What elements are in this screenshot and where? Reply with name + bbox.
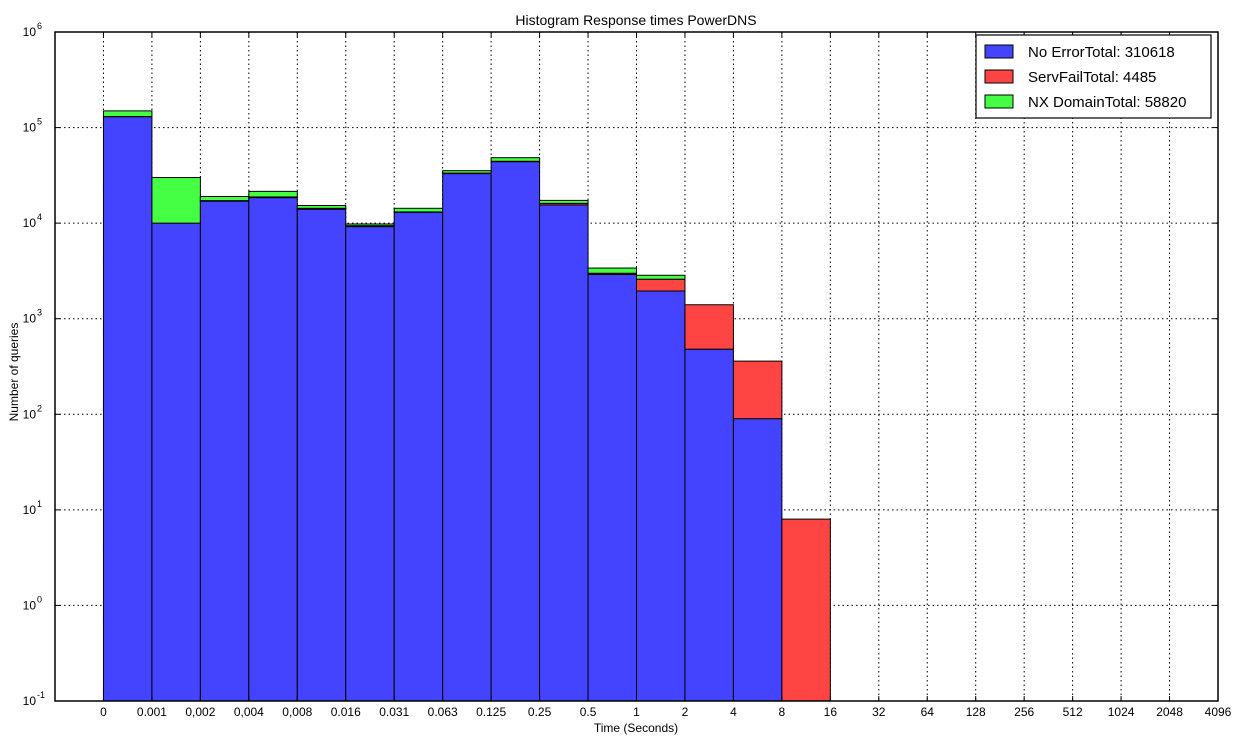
bar-no-error [199,200,250,702]
x-tick-label: 4 [730,705,737,719]
x-tick-label: 2048 [1156,705,1183,719]
x-tick-label: 32 [872,705,886,719]
x-axis-label: Time (Seconds) [594,721,678,735]
bar-nx-domain [102,110,153,118]
y-tick-exponent: 2 [37,403,42,413]
bar-no-error [490,161,541,702]
bar-no-error [442,173,492,702]
x-tick-label: 8 [779,705,786,719]
bar-no-error [393,211,444,702]
bar-nx-domain [393,207,444,213]
bar-nx-domain [199,196,250,202]
x-tick-label: 16 [824,705,838,719]
x-tick-label: 0.016 [331,705,361,719]
bar-no-error [151,222,201,702]
y-tick-label: 10 [23,407,37,421]
x-tick-label: 4096 [1205,705,1232,719]
x-tick-label: 1024 [1108,705,1135,719]
x-tick-label: 0 [100,705,107,719]
y-tick-exponent: 0 [37,594,42,604]
bar-servfail [684,304,734,350]
y-tick-label: 10 [23,216,37,230]
x-tick-label: 1 [633,705,640,719]
bar-no-error [587,274,638,702]
x-tick-label: 0.031 [379,705,409,719]
bar-nx-domain [296,204,347,209]
y-tick-exponent: 1 [37,499,42,509]
y-tick-exponent: 4 [37,212,42,222]
x-tick-label: 64 [921,705,935,719]
bar-no-error [539,204,589,702]
bar-servfail [636,278,686,292]
bar-no-error [345,226,395,702]
x-tick-label: 0,004 [234,705,264,719]
x-tick-label: 0.125 [476,705,506,719]
bar-servfail [781,518,831,702]
bar-nx-domain [539,199,589,204]
y-axis-label: Number of queries [7,323,21,422]
x-tick-label: 128 [966,705,986,719]
y-tick-label: 10 [23,503,37,517]
legend-label-servfail: ServFailTotal: 4485 [1028,69,1156,86]
x-tick-label: 0,002 [185,705,215,719]
y-tick-exponent: 3 [37,308,42,318]
bar-no-error [684,348,734,702]
bar-no-error [296,208,347,702]
bar-nx-domain [442,170,492,174]
bar-no-error [248,197,298,702]
bar-servfail [732,360,783,420]
y-tick-label: 10 [23,694,37,708]
legend-swatch-nx-domain [984,94,1014,109]
bar-nx-domain [636,274,686,280]
bar-nx-domain [490,157,541,162]
bar-no-error [732,418,783,702]
legend-box [975,34,1212,119]
x-tick-labels: 0 0.001 0,002 0,004 0,008 0.016 0.031 0.063 0.12… [100,705,1232,719]
legend-label-no-error: No ErrorTotal: 310618 [1028,44,1175,61]
bar-no-error [636,290,686,702]
bar-nx-domain [345,223,395,227]
x-tick-label: 512 [1063,705,1083,719]
x-tick-label: 0.001 [137,705,167,719]
legend-swatch-servfail [984,69,1014,84]
tick-marks [55,31,1219,702]
legend: No ErrorTotal: 310618 ServFailTotal: 448… [975,34,1212,119]
bar-nx-domain [587,267,638,274]
y-tick-label: 10 [23,121,37,135]
bar-nx-domain [151,177,201,224]
bars [102,110,831,702]
x-tick-label: 0.25 [528,705,552,719]
x-tick-label: 0.063 [428,705,458,719]
x-tick-label: 256 [1014,705,1034,719]
y-tick-exponent: -1 [37,690,45,700]
y-tick-label: 10 [23,598,37,612]
x-tick-label: 2 [682,705,689,719]
legend-label-nx-domain: NX DomainTotal: 58820 [1028,94,1186,111]
x-tick-label: 0,008 [282,705,312,719]
y-tick-exponent: 6 [37,21,42,31]
y-tick-label: 10 [23,25,37,39]
chart-title: Histogram Response times PowerDNS [515,12,756,28]
y-tick-exponent: 5 [37,117,42,127]
y-tick-label: 10 [23,312,37,326]
bar-no-error [102,116,153,702]
legend-swatch-no-error [984,44,1014,59]
bar-nx-domain [248,190,298,198]
x-tick-label: 0.5 [580,705,597,719]
